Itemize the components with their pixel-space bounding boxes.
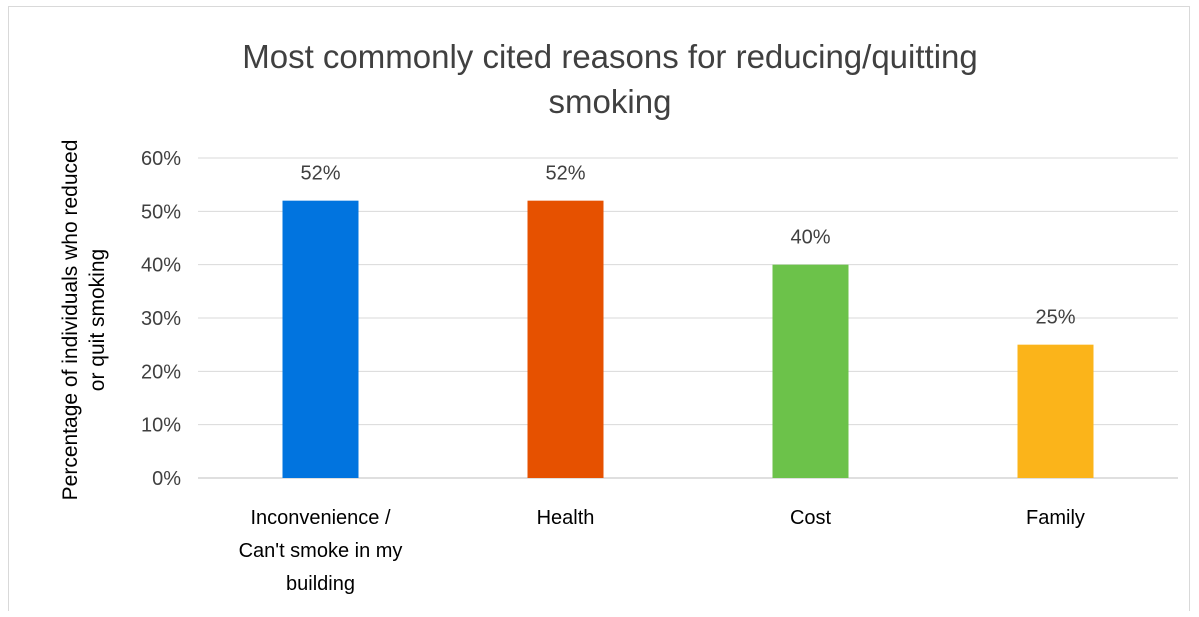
category-label: Can't smoke in my	[239, 540, 403, 562]
data-label: 40%	[790, 227, 830, 249]
category-label: building	[286, 573, 355, 595]
y-tick-label: 30%	[141, 308, 181, 330]
category-labels: Inconvenience / Can't smoke in my building…	[239, 507, 1085, 595]
data-label: 52%	[545, 163, 585, 185]
category-label: Family	[1026, 507, 1085, 529]
y-tick-label: 0%	[152, 468, 181, 490]
y-axis-label-line-2: or quit smoking	[86, 249, 109, 391]
gridlines	[198, 157, 1178, 479]
bar	[772, 264, 849, 478]
y-tick-label: 20%	[141, 361, 181, 383]
y-tick-label: 60%	[141, 148, 181, 170]
bar	[1017, 344, 1094, 478]
y-tick-label: 50%	[141, 201, 181, 223]
y-tick-label: 40%	[141, 255, 181, 277]
bar	[527, 200, 604, 478]
data-label: 25%	[1035, 307, 1075, 329]
y-axis-label-line-1: Percentage of individuals who reduced	[59, 140, 82, 501]
chart-title-line-2: smoking	[549, 83, 672, 120]
bars	[282, 200, 1094, 478]
chart-frame	[8, 6, 1190, 611]
category-label: Cost	[790, 507, 832, 529]
data-label: 52%	[300, 163, 340, 185]
y-tick-label: 10%	[141, 415, 181, 437]
bar	[282, 200, 359, 478]
y-axis-ticks: 0% 10% 20% 30% 40% 50% 60%	[141, 148, 181, 490]
chart-title-line-1: Most commonly cited reasons for reducing…	[242, 38, 978, 75]
category-label: Health	[537, 507, 595, 529]
data-labels: 52% 52% 40% 25%	[300, 163, 1075, 329]
category-label: Inconvenience /	[250, 507, 391, 529]
